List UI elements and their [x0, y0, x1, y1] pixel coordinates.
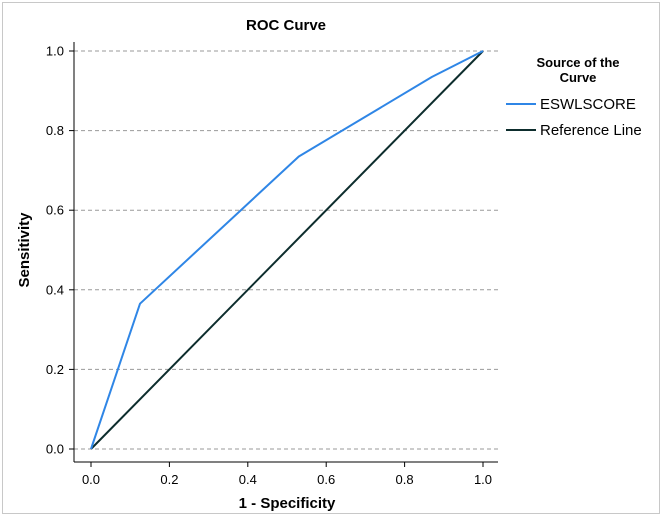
series-line-eswlscore: [90, 50, 484, 450]
axes: [73, 42, 498, 463]
x-tick-label-3: 0.6: [317, 472, 335, 487]
legend-title-line2: Curve: [560, 70, 597, 85]
x-tick-label-2: 0.4: [239, 472, 257, 487]
y-tick-label-4: 0.8: [46, 123, 64, 138]
y-axis-ticks: 0.0 0.2 0.4 0.6 0.8 1.0: [46, 44, 74, 457]
series-lines: [90, 50, 484, 450]
x-axis-ticks: 0.0 0.2 0.4 0.6 0.8 1.0: [82, 462, 492, 487]
y-tick-label-5: 1.0: [46, 44, 64, 59]
grid-lines: [74, 50, 498, 450]
y-tick-label-1: 0.2: [46, 362, 64, 377]
chart-title: ROC Curve: [246, 17, 326, 34]
legend-title-line1: Source of the: [536, 55, 619, 70]
y-tick-label-2: 0.4: [46, 282, 64, 297]
legend-label-reference-line: Reference Line: [540, 122, 642, 139]
legend-label-eswlscore: ESWLSCORE: [540, 96, 636, 113]
y-tick-label-0: 0.0: [46, 442, 64, 457]
series-line-reference-line: [90, 50, 484, 450]
y-tick-label-3: 0.6: [46, 203, 64, 218]
x-tick-label-5: 1.0: [474, 472, 492, 487]
legend: Source of the Curve ESWLSCORE Reference …: [506, 55, 642, 139]
x-tick-label-4: 0.8: [396, 472, 414, 487]
y-axis-title: Sensitivity: [16, 212, 33, 288]
x-axis-title: 1 - Specificity: [239, 495, 336, 512]
x-tick-label-1: 0.2: [160, 472, 178, 487]
x-tick-label-0: 0.0: [82, 472, 100, 487]
